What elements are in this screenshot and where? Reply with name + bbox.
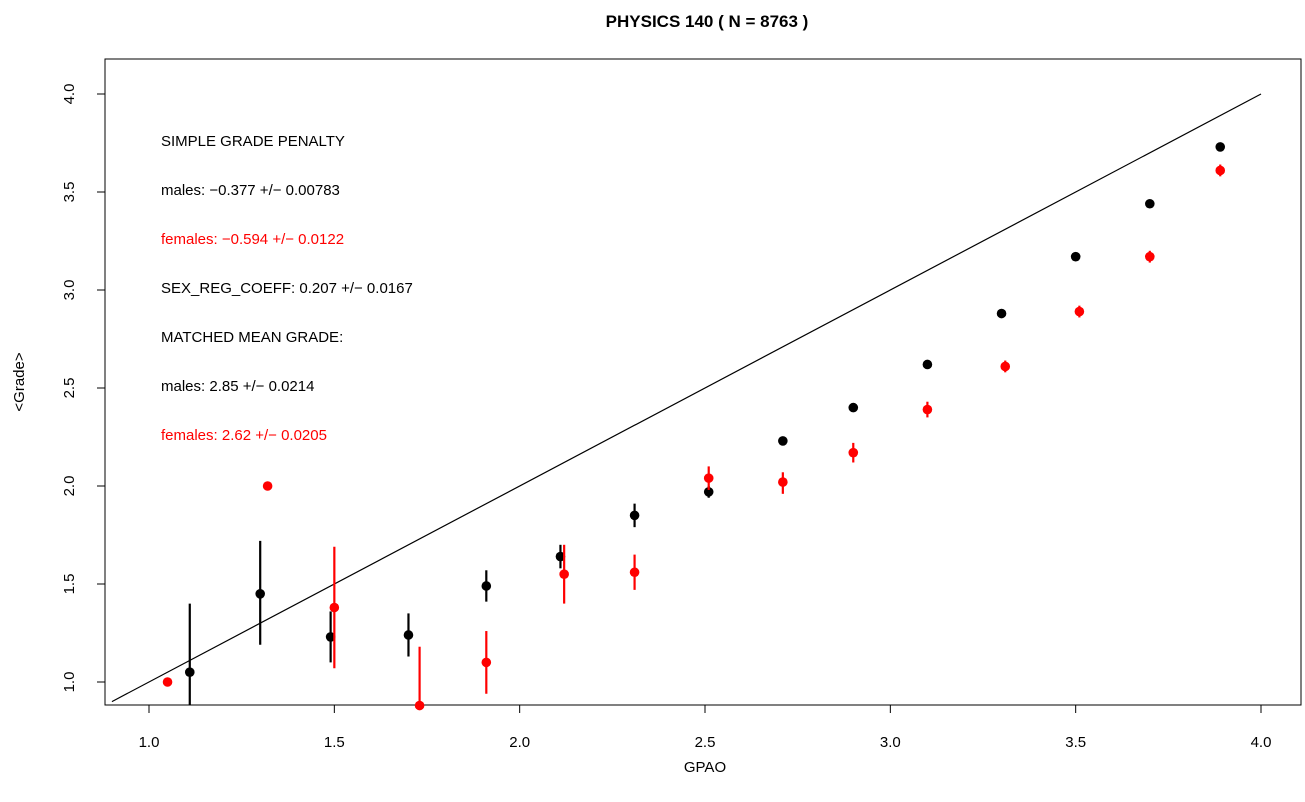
x-tick-label: 3.0	[880, 734, 901, 751]
x-tick-label: 2.5	[695, 734, 716, 751]
y-tick-label: 1.5	[61, 574, 78, 595]
annotation-text: males: −0.377 +/− 0.00783	[161, 182, 340, 199]
data-point	[778, 436, 788, 446]
data-point	[703, 473, 714, 483]
data-point	[481, 581, 492, 591]
y-tick-label: 3.0	[61, 280, 78, 301]
y-tick-label: 2.0	[61, 476, 78, 497]
annotation-text: SIMPLE GRADE PENALTY	[161, 133, 345, 150]
data-point	[559, 569, 569, 579]
data-point	[329, 602, 340, 613]
data-point	[1145, 251, 1155, 262]
data-point	[629, 510, 640, 521]
data-point	[255, 589, 266, 599]
data-point	[414, 700, 425, 711]
data-point	[262, 481, 273, 491]
x-tick-label: 1.5	[324, 734, 345, 751]
data-point	[1074, 306, 1085, 317]
data-point	[922, 404, 933, 415]
y-tick-label: 4.0	[61, 84, 78, 105]
data-point	[629, 567, 640, 578]
x-axis-label: GPAO	[684, 759, 726, 776]
reference-line-group	[111, 93, 1262, 703]
x-tick-label: 4.0	[1251, 734, 1272, 751]
y-axis: 1.0 1.5 2.0 2.5 3.0 3.5 4.0	[61, 84, 106, 693]
data-point	[1215, 142, 1226, 152]
series-layer	[162, 142, 1226, 711]
data-point	[403, 630, 414, 640]
data-point	[555, 551, 566, 562]
data-point	[1070, 251, 1081, 262]
annotation-text: females: 2.62 +/− 0.0205	[161, 427, 327, 444]
data-point	[922, 359, 933, 370]
x-axis: 1.0 1.5 2.0 2.5 3.0 3.5 4.0	[139, 704, 1272, 751]
chart-title: PHYSICS 140 ( N = 8763 )	[606, 12, 809, 31]
data-point	[703, 487, 714, 497]
x-tick-label: 1.0	[139, 734, 160, 751]
y-tick-label: 3.5	[61, 182, 78, 203]
data-point	[996, 308, 1007, 319]
data-point	[1145, 198, 1155, 209]
x-tick-label: 3.5	[1065, 734, 1086, 751]
annotation-text: MATCHED MEAN GRADE:	[161, 329, 343, 346]
series-1	[162, 164, 1226, 711]
data-point	[848, 402, 859, 413]
y-tick-label: 1.0	[61, 672, 78, 693]
annotation-text: SEX_REG_COEFF: 0.207 +/− 0.0167	[161, 280, 413, 297]
data-point	[481, 657, 492, 668]
data-point	[1000, 361, 1011, 372]
y-tick-label: 2.5	[61, 378, 78, 399]
data-point	[848, 447, 859, 458]
data-point	[1215, 165, 1226, 176]
y-axis-label: <Grade>	[11, 352, 28, 411]
annotation-text: males: 2.85 +/− 0.0214	[161, 378, 314, 395]
data-point	[162, 677, 173, 687]
annotations: SIMPLE GRADE PENALTY males: −0.377 +/− 0.…	[161, 133, 413, 444]
reference-line	[111, 93, 1262, 703]
data-point	[325, 632, 336, 642]
data-point	[184, 667, 195, 677]
x-tick-label: 2.0	[509, 734, 530, 751]
annotation-text: females: −0.594 +/− 0.0122	[161, 231, 344, 248]
data-point	[778, 477, 788, 487]
series-0	[184, 142, 1226, 706]
